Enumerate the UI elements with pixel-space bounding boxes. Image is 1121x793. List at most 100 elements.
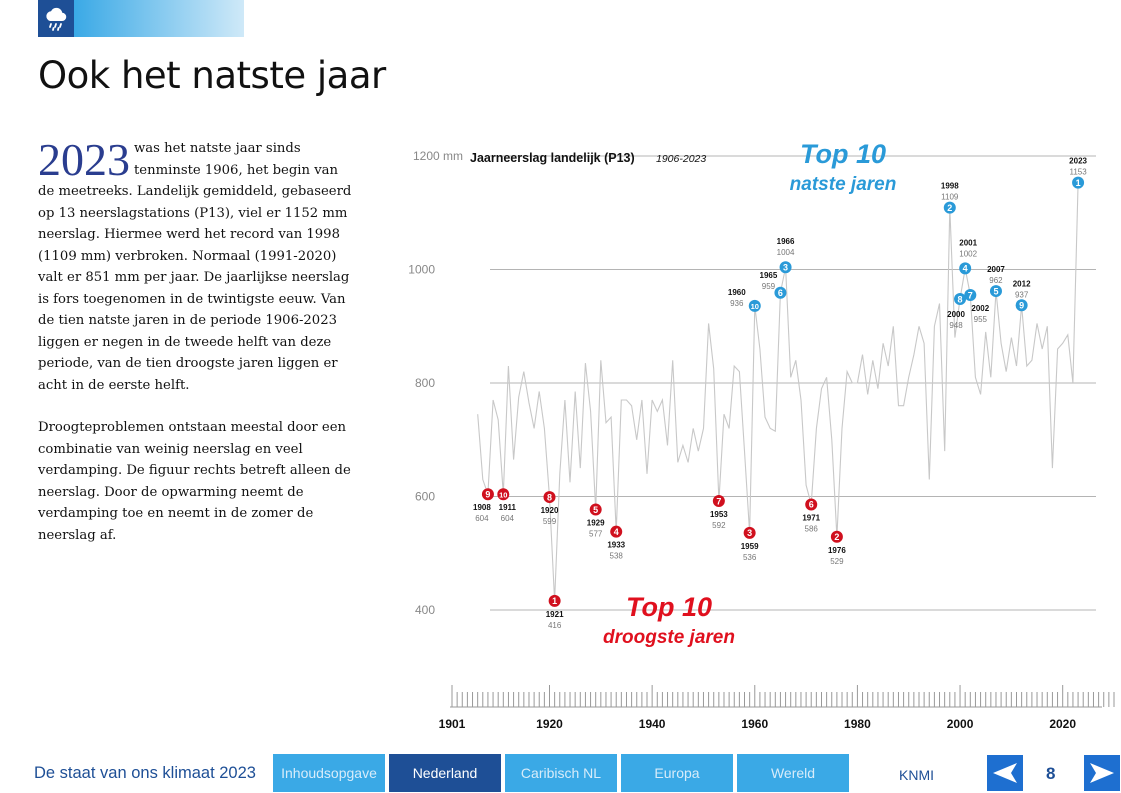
rain-cloud-icon [38, 0, 74, 37]
x-tick-label: 1980 [844, 717, 871, 731]
rank-number: 4 [614, 527, 619, 537]
intro-paragraph-2: Droogteproblemen ontstaan meestal door e… [38, 420, 351, 543]
big-year: 2023 [38, 134, 130, 185]
x-tick-label: 1901 [439, 717, 466, 731]
value-label: 962 [989, 276, 1003, 285]
value-label: 416 [548, 621, 562, 630]
footer: De staat van ons klimaat 2023 Inhoudsopg… [0, 752, 1121, 793]
year-label: 2002 [971, 304, 989, 313]
driest-annotation-line1: Top 10 [626, 592, 712, 622]
rank-number: 9 [1019, 301, 1024, 311]
rank-marker [830, 530, 843, 543]
intro-text: 2023 was het natste jaar sinds tenminste … [38, 134, 358, 567]
header-bar [38, 0, 244, 37]
value-label: 1153 [1069, 168, 1087, 177]
tab-nederland[interactable]: Nederland [389, 754, 501, 792]
year-label: 1911 [499, 503, 517, 512]
year-label: 1920 [541, 506, 559, 515]
rank-marker [954, 293, 967, 306]
year-label: 1921 [546, 610, 564, 619]
value-label: 948 [949, 321, 963, 330]
year-label: 1929 [587, 519, 605, 528]
footer-brand: De staat van ons klimaat 2023 [34, 764, 256, 782]
rank-marker [712, 495, 725, 508]
rank-marker [943, 201, 956, 214]
tab-caribisch-nl[interactable]: Caribisch NL [505, 754, 617, 792]
rank-number: 3 [783, 263, 788, 273]
year-label: 1959 [741, 542, 759, 551]
value-label: 536 [743, 553, 757, 562]
rank-number: 6 [809, 500, 814, 510]
value-label: 1109 [941, 193, 959, 202]
rank-number: 10 [499, 491, 507, 500]
intro-paragraph-1: 2023 was het natste jaar sinds tenminste … [38, 134, 358, 396]
rank-number: 7 [716, 496, 721, 506]
rank-marker [989, 285, 1002, 298]
page-number: 8 [1046, 764, 1056, 783]
value-label: 936 [730, 299, 744, 308]
next-page-button[interactable] [1084, 755, 1120, 791]
rank-marker [1072, 176, 1085, 189]
y-tick-label: 1200 mm [413, 149, 463, 163]
rank-number: 2 [834, 532, 839, 542]
precipitation-series-line [477, 182, 1079, 601]
value-label: 1004 [777, 248, 795, 257]
rank-number: 9 [485, 490, 490, 500]
value-label: 577 [589, 530, 603, 539]
page-title: Ook het natste jaar [38, 54, 386, 97]
chart-subtitle: 1906-2023 [656, 153, 706, 165]
y-tick-label: 800 [415, 376, 435, 390]
year-label: 2012 [1013, 279, 1031, 288]
value-label: 592 [712, 521, 726, 530]
x-tick-label: 2020 [1049, 717, 1076, 731]
value-label: 937 [1015, 290, 1029, 299]
tab-europa[interactable]: Europa [621, 754, 733, 792]
arrow-right-icon [1090, 763, 1114, 783]
rank-number: 10 [751, 302, 759, 311]
rank-number: 5 [993, 286, 998, 296]
rank-number: 8 [547, 492, 552, 502]
year-label: 2000 [947, 310, 965, 319]
year-label: 2001 [959, 238, 977, 247]
rank-number: 1 [552, 596, 557, 606]
rank-marker [481, 488, 494, 501]
tab-wereld[interactable]: Wereld [737, 754, 849, 792]
year-label: 2007 [987, 265, 1005, 274]
year-label: 1960 [728, 288, 746, 297]
year-label: 1965 [760, 271, 778, 280]
rank-marker [774, 286, 787, 299]
arrow-left-icon [993, 763, 1017, 783]
rank-marker [543, 491, 556, 504]
chart-title: Jaarneerslag landelijk (P13) [470, 151, 635, 165]
y-tick-label: 400 [415, 603, 435, 617]
wettest-annotation-line1: Top 10 [800, 139, 886, 169]
wettest-annotation-line2: natste jaren [790, 174, 897, 195]
rank-number: 6 [778, 288, 783, 298]
rank-number: 1 [1076, 178, 1081, 188]
rank-marker [1015, 299, 1028, 312]
year-label: 1908 [473, 503, 491, 512]
value-label: 538 [610, 552, 624, 561]
rank-marker [497, 488, 510, 501]
rank-number: 2 [947, 203, 952, 213]
value-label: 604 [501, 514, 515, 523]
rank-marker [964, 289, 977, 302]
year-label: 1933 [607, 541, 625, 550]
rank-marker [779, 261, 792, 274]
prev-page-button[interactable] [987, 755, 1023, 791]
rank-marker [610, 525, 623, 538]
rank-marker [959, 262, 972, 275]
rank-marker [589, 503, 602, 516]
x-tick-label: 1920 [536, 717, 563, 731]
rank-number: 8 [958, 294, 963, 304]
year-label: 2023 [1069, 157, 1087, 166]
year-label: 1966 [777, 237, 795, 246]
rank-number: 3 [747, 528, 752, 538]
value-label: 1002 [959, 249, 977, 258]
x-tick-label: 2000 [947, 717, 974, 731]
rank-number: 7 [968, 290, 973, 300]
x-tick-label: 1960 [741, 717, 768, 731]
tab-inhoudsopgave[interactable]: Inhoudsopgave [273, 754, 385, 792]
value-label: 955 [974, 315, 988, 324]
year-label: 1998 [941, 182, 959, 191]
